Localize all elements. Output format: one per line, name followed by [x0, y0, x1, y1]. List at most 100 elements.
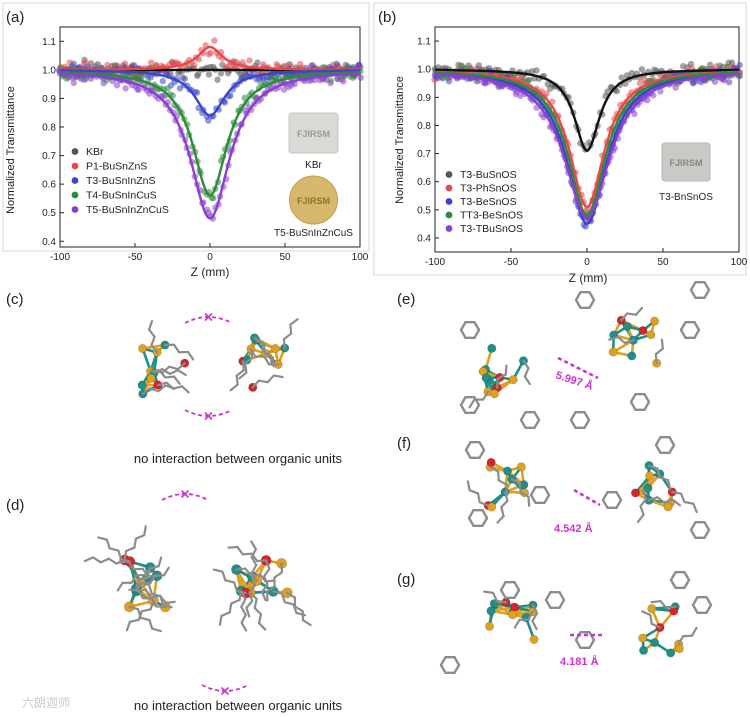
panel-c: (c) no interaction between organic units [6, 291, 343, 466]
cluster [608, 315, 662, 368]
bond [650, 622, 662, 629]
data-point [207, 49, 214, 57]
data-point [70, 79, 77, 87]
fit-line [60, 71, 360, 197]
phenyl-ring [499, 581, 521, 599]
data-point [191, 62, 198, 69]
bond [249, 347, 254, 359]
bond [162, 566, 170, 577]
panel-a-label: (a) [6, 9, 24, 26]
bond [172, 343, 181, 354]
panel-f: (f) 4.542 Å [397, 435, 711, 539]
atom [508, 375, 518, 385]
data-point [333, 60, 340, 68]
x-tick-label: -50 [128, 252, 143, 263]
data-point [309, 62, 316, 69]
inset-t3bn-disc [661, 142, 711, 182]
inset-kbr-stamp: FJIRSM [297, 129, 330, 139]
panel-b-frame [373, 2, 747, 276]
bond [244, 567, 253, 577]
bond [658, 476, 670, 482]
bond [641, 489, 648, 501]
bond [483, 590, 495, 594]
bond [665, 605, 677, 610]
legend-label: TT3-BeSnOS [460, 210, 523, 222]
bond [504, 364, 508, 376]
bond [468, 489, 480, 495]
bond [301, 619, 312, 627]
ring-bonds [464, 441, 486, 459]
bond [510, 478, 521, 485]
bond [212, 568, 224, 573]
organic-chains [83, 525, 176, 633]
bond [495, 599, 507, 604]
organic-chains [468, 359, 531, 409]
bond [158, 369, 167, 379]
bond [266, 585, 276, 593]
bond [115, 558, 126, 565]
bond [497, 470, 500, 482]
bond [623, 339, 635, 344]
bond [186, 350, 195, 361]
atom [510, 602, 520, 612]
ring-bonds [601, 491, 623, 509]
molecule-pair-g [439, 571, 713, 674]
ring-bonds [459, 321, 481, 339]
bond [250, 548, 257, 559]
legend-marker [71, 162, 79, 170]
atom [647, 604, 657, 614]
ring-bonds [439, 656, 461, 674]
fit-line [60, 69, 360, 117]
panel-c-label: (c) [6, 291, 24, 308]
bond [692, 502, 698, 514]
bond [240, 621, 248, 632]
atom [484, 621, 494, 631]
panel-a-frame [2, 2, 370, 252]
ring-bonds [654, 436, 676, 454]
bond [266, 374, 275, 384]
atom [627, 351, 637, 361]
y-tick-label: 0.7 [42, 151, 56, 162]
bond [495, 377, 499, 389]
bond [230, 598, 241, 605]
cluster [478, 343, 528, 399]
panel-e-label: (e) [397, 291, 415, 308]
ring-bonds [574, 291, 596, 309]
bond [681, 634, 694, 638]
bond [238, 371, 248, 380]
ring-bonds [689, 281, 711, 299]
phenyl-ring [691, 596, 713, 614]
inset-kbr: FJIRSM KBr [288, 112, 339, 171]
phenyl-ring [467, 509, 489, 527]
bond [150, 335, 156, 347]
bond [505, 483, 509, 495]
distance-label-e: 5.997 Å [554, 368, 595, 392]
bond [272, 590, 284, 595]
data-point [357, 74, 365, 81]
legend-marker [71, 206, 79, 213]
bond [257, 613, 263, 625]
phenyl-ring [459, 396, 481, 414]
bond [496, 514, 505, 524]
data-point [210, 194, 217, 202]
bond [522, 359, 530, 370]
data-point [104, 61, 111, 69]
bond [531, 604, 539, 615]
phenyl-ring [519, 411, 541, 429]
bond [263, 567, 271, 578]
y-tick-label: 0.4 [417, 233, 431, 244]
organic-chains [641, 599, 698, 646]
data-point [533, 67, 540, 74]
bond [240, 597, 247, 608]
data-point [214, 76, 221, 83]
bond [224, 579, 236, 584]
atom [489, 389, 499, 399]
bond [282, 332, 293, 341]
bond [531, 612, 539, 623]
ring-bonds [669, 571, 691, 589]
inset-t5-stamp: FJIRSM [297, 196, 330, 206]
data-point [657, 88, 664, 95]
bond [251, 571, 258, 582]
atom [508, 610, 518, 620]
